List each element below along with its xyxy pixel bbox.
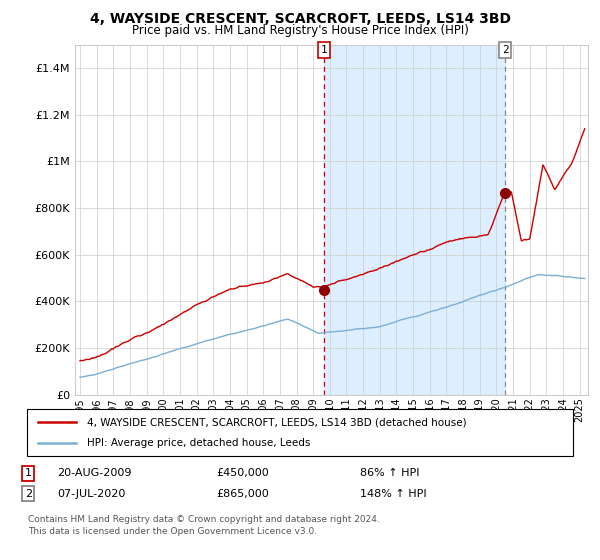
Bar [324, 45, 505, 395]
Text: Contains HM Land Registry data © Crown copyright and database right 2024.: Contains HM Land Registry data © Crown c… [28, 515, 380, 524]
Text: 86% ↑ HPI: 86% ↑ HPI [360, 468, 419, 478]
Text: HPI: Average price, detached house, Leeds: HPI: Average price, detached house, Leed… [87, 438, 310, 448]
Text: £865,000: £865,000 [216, 489, 269, 499]
Text: 4, WAYSIDE CRESCENT, SCARCROFT, LEEDS, LS14 3BD: 4, WAYSIDE CRESCENT, SCARCROFT, LEEDS, L… [89, 12, 511, 26]
Text: £450,000: £450,000 [216, 468, 269, 478]
Text: 07-JUL-2020: 07-JUL-2020 [57, 489, 125, 499]
Text: This data is licensed under the Open Government Licence v3.0.: This data is licensed under the Open Gov… [28, 528, 317, 536]
Text: 2: 2 [25, 489, 32, 499]
FancyBboxPatch shape [27, 409, 573, 456]
Text: 20-AUG-2009: 20-AUG-2009 [57, 468, 131, 478]
Text: 2: 2 [502, 45, 508, 55]
Text: 4, WAYSIDE CRESCENT, SCARCROFT, LEEDS, LS14 3BD (detached house): 4, WAYSIDE CRESCENT, SCARCROFT, LEEDS, L… [87, 417, 467, 427]
Text: 1: 1 [320, 45, 327, 55]
Text: Price paid vs. HM Land Registry's House Price Index (HPI): Price paid vs. HM Land Registry's House … [131, 24, 469, 36]
Text: 1: 1 [25, 468, 32, 478]
Text: 148% ↑ HPI: 148% ↑ HPI [360, 489, 427, 499]
